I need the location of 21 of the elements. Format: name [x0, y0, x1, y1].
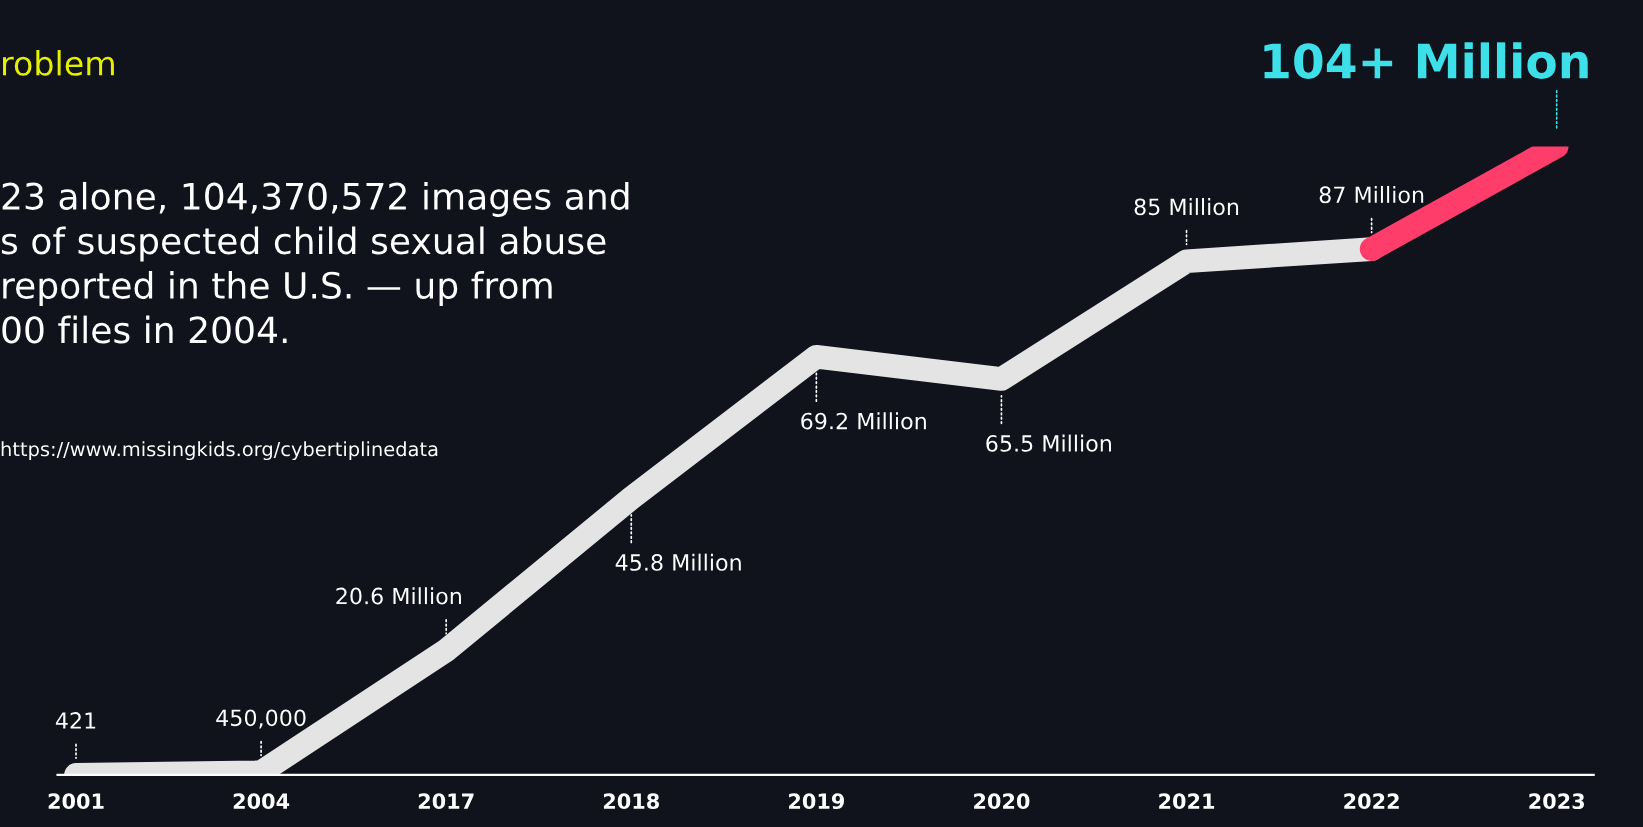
x-tick-label: 2022: [1344, 793, 1399, 810]
x-tick-label: 2018: [603, 793, 659, 810]
x-tick-label: 2004: [233, 793, 290, 810]
data-label: 65.5 Million: [986, 434, 1111, 452]
data-label: 69.2 Million: [801, 412, 926, 430]
annotation: https://www.missingkids.org/cybertiplinedata: [1, 441, 438, 461]
x-tick-label: 2019: [789, 793, 845, 810]
data-label: 20.6 Million: [336, 587, 461, 605]
text: 23 alone, 104,370,572 images and s of suspected child sexual abuse reported in the U.S. — up from 00 files in 2004.: [1, 181, 629, 344]
annotation: 104+ Million: [1264, 42, 1588, 79]
x-tick-label: 2021: [1159, 793, 1215, 810]
x-tick-label: 2020: [974, 793, 1030, 810]
annotation: 421: [55, 712, 96, 729]
x-tick-label: 2023: [1529, 793, 1585, 810]
x-tick-label: 2001: [48, 793, 104, 810]
data-label: 85 Million: [1134, 198, 1239, 216]
data-label: 45.8 Million: [615, 553, 741, 571]
chart-title: roblem: [3, 50, 114, 76]
data-label: 87 Million: [1319, 185, 1424, 204]
x-tick-label: 2017: [418, 793, 474, 810]
annotation: 450,000: [216, 709, 306, 729]
